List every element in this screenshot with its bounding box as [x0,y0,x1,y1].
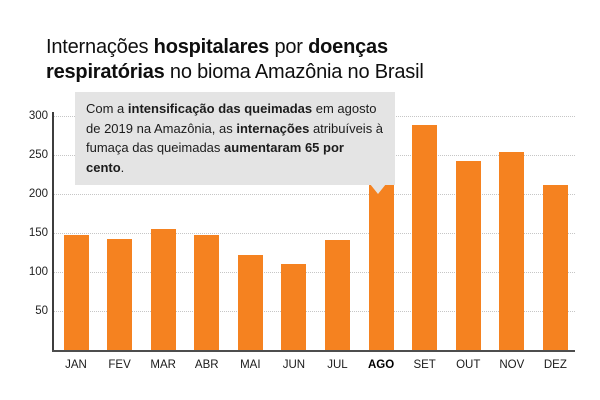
text-segment: hospitalares [153,36,270,59]
bar-jan [63,234,89,350]
annotation-callout: Com a intensificação das queimadas em ag… [75,92,395,194]
bar-ago [368,169,394,350]
text-segment: doenças [308,36,388,59]
gridline-200 [54,194,575,195]
chart-title-line2: respiratórias no bioma Amazônia no Brasi… [46,61,424,83]
text-segment: Internações [46,36,154,59]
x-tick-label-ago: AGO [367,359,395,371]
chart-title: Internações hospitalares por doenças res… [46,35,516,85]
x-tick-label-out: OUT [456,359,481,371]
x-tick-label-mar: MAR [150,359,176,371]
text-segment: internações [236,120,310,136]
text-segment: respiratórias [46,61,165,84]
bar-jun [281,264,307,350]
text-segment: intensificação das queimadas [127,101,313,116]
text-segment: . [120,159,125,175]
x-tick-label-abr: ABR [194,359,219,371]
x-tick-label-jan: JAN [65,359,87,371]
x-tick-label-nov: NOV [499,359,525,371]
y-tick-label-50: 50 [35,305,48,317]
x-tick-label-set: SET [413,359,436,371]
bar-dez [542,184,568,350]
bar-jul [324,240,350,350]
annotation-text: Com a intensificação das queimadas em ag… [86,99,384,177]
x-tick-label-fev: FEV [108,359,131,371]
text-segment: no bioma Amazônia no Brasil [164,61,424,84]
x-tick-label-jun: JUN [282,359,306,371]
y-tick-label-300: 300 [28,110,48,122]
bar-set [412,125,438,350]
x-tick-label-mai: MAI [240,359,261,371]
x-tick-label-jul: JUL [327,359,348,371]
y-tick-label-100: 100 [28,266,48,278]
bar-out [455,161,481,350]
y-tick-label-150: 150 [28,227,48,239]
gridline-50 [54,311,575,312]
y-tick-label-250: 250 [28,149,48,161]
bar-nov [499,151,525,350]
x-axis-line [52,350,575,352]
gridline-100 [54,272,575,273]
text-segment: por [269,36,309,59]
bar-abr [194,235,220,350]
bar-fev [107,238,133,350]
bar-mai [237,254,263,350]
y-tick-label-200: 200 [28,188,48,200]
bar-mar [150,229,176,350]
chart-title-line1: Internações hospitalares por doenças [46,36,388,58]
x-tick-label-dez: DEZ [543,359,567,371]
text-segment: Com a [86,101,128,116]
text-segment: atribuíveis à fumaça das queimadas [86,120,384,156]
y-axis-line [52,112,54,350]
plot-area [54,116,575,350]
callout-tail-icon [370,184,386,194]
gridline-150 [54,233,575,234]
text-segment: em agosto de 2019 na Amazônia, as [86,101,377,136]
text-segment: aumentaram 65 por cento [86,140,344,175]
